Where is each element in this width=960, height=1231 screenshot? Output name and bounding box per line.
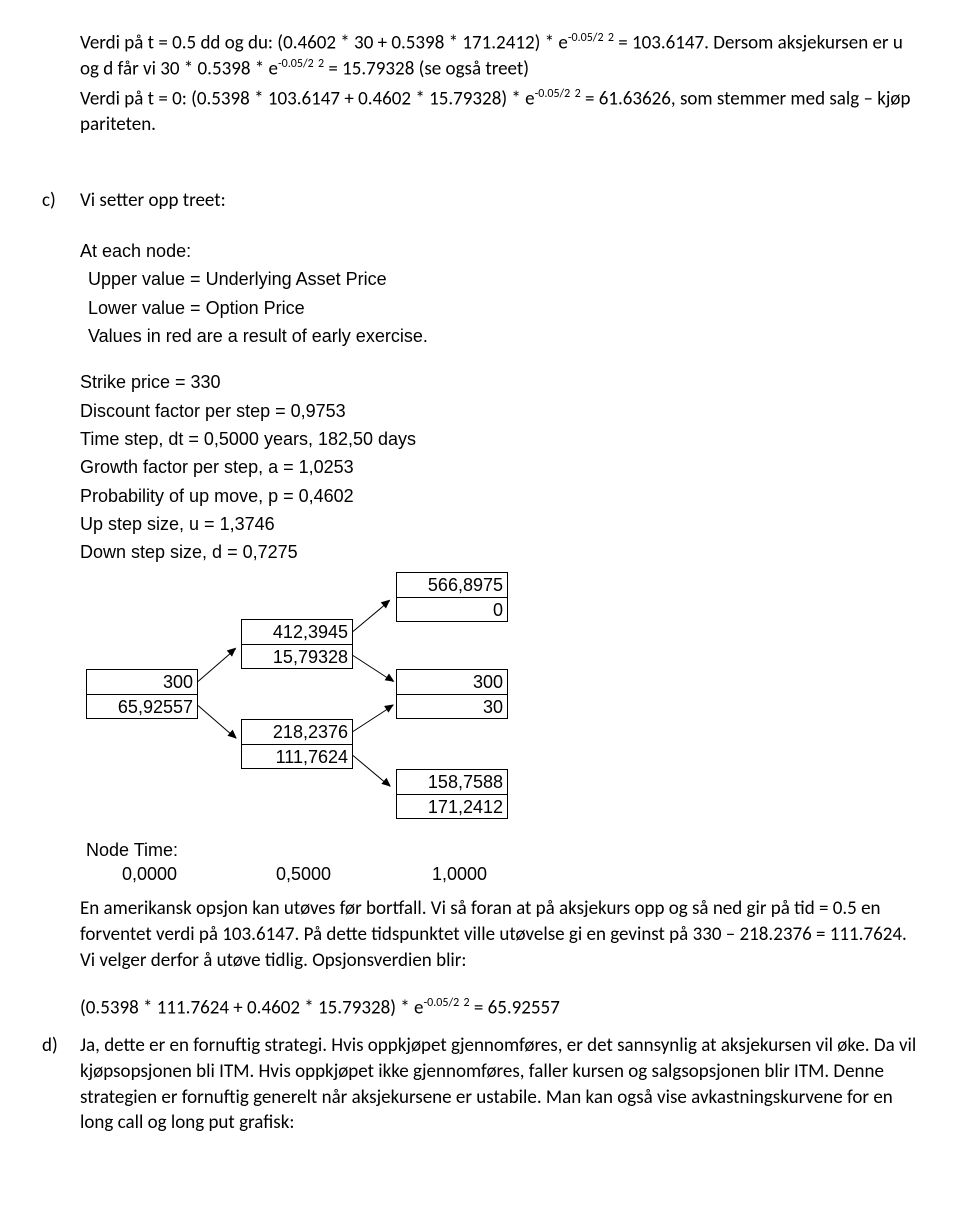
tree-edge	[353, 756, 390, 788]
tree-node-2: 218,2376 111,7624	[241, 719, 353, 769]
post-pB: (0.5398 * 111.7624 + 0.4602 * 15.79328) …	[80, 995, 918, 1021]
tree-node-0: 300 65,92557	[86, 669, 198, 719]
tree-node-0-upper: 300	[87, 670, 197, 694]
intro-p1: Verdi på t = 0.5 dd og du: (0.4602 * 30 …	[80, 30, 918, 82]
tree-edge	[353, 601, 390, 633]
c-param7: Down step size, d = 0,7275	[80, 540, 918, 564]
tree-time-label: Node Time:	[86, 838, 178, 862]
tree-node-4-lower: 30	[397, 694, 507, 718]
marker-d: d)	[42, 1033, 80, 1059]
tree-node-5: 158,7588 171,2412	[396, 769, 508, 819]
item-d: d) Ja, dette er en fornuftig strategi. H…	[42, 1033, 918, 1140]
tree-edge	[198, 649, 236, 683]
binomial-tree: 300 65,92557 412,3945 15,79328 218,2376 …	[86, 572, 918, 896]
tree-time-2: 1,0000	[432, 862, 487, 886]
tree-node-2-upper: 218,2376	[242, 720, 352, 744]
text: Verdi på t = 0.5 dd og du: (0.4602 * 30 …	[80, 31, 568, 54]
c-note1: At each node:	[80, 239, 918, 263]
sup: -0.05/2	[568, 31, 604, 45]
tree-node-3-lower: 0	[397, 597, 507, 621]
intro-p2: Verdi på t = 0: (0.5398 * 103.6147 + 0.4…	[80, 86, 918, 138]
text: Verdi på t = 0: (0.5398 * 103.6147 + 0.4…	[80, 87, 535, 110]
item-c: c) Vi setter opp treet: At each node: Up…	[42, 188, 918, 1026]
c-param1: Strike price = 330	[80, 370, 918, 394]
post-pA: En amerikansk opsjon kan utøves før bort…	[80, 896, 918, 973]
marker-c: c)	[42, 188, 80, 214]
tree-node-0-lower: 65,92557	[87, 694, 197, 718]
c-param2: Discount factor per step = 0,9753	[80, 399, 918, 423]
c-param3: Time step, dt = 0,5000 years, 182,50 day…	[80, 427, 918, 451]
tree-node-3-upper: 566,8975	[397, 573, 507, 597]
tree-node-1-lower: 15,79328	[242, 644, 352, 668]
tree-edge	[353, 705, 394, 732]
tree-edge	[353, 656, 394, 683]
d-text: Ja, dette er en fornuftig strategi. Hvis…	[80, 1033, 918, 1136]
tree-node-5-upper: 158,7588	[397, 770, 507, 794]
tree-node-1: 412,3945 15,79328	[241, 619, 353, 669]
text: (0.5398 * 111.7624 + 0.4602 * 15.79328) …	[80, 997, 424, 1020]
c-note2: Upper value = Underlying Asset Price	[80, 267, 918, 291]
c-note4: Values in red are a result of early exer…	[80, 324, 918, 348]
tree-time-1: 0,5000	[276, 862, 331, 886]
text: = 65.92557	[470, 997, 560, 1020]
tree-node-4-upper: 300	[397, 670, 507, 694]
tree-node-4: 300 30	[396, 669, 508, 719]
c-param5: Probability of up move, p = 0,4602	[80, 484, 918, 508]
tree-node-3: 566,8975 0	[396, 572, 508, 622]
c-param4: Growth factor per step, a = 1,0253	[80, 455, 918, 479]
c-title: Vi setter opp treet:	[80, 188, 918, 214]
c-note3: Lower value = Option Price	[80, 296, 918, 320]
tree-node-5-lower: 171,2412	[397, 794, 507, 818]
tree-time-0: 0,0000	[122, 862, 177, 886]
text: = 15.79328 (se også treet)	[324, 57, 529, 80]
tree-node-2-lower: 111,7624	[242, 744, 352, 768]
c-param6: Up step size, u = 1,3746	[80, 512, 918, 536]
tree-node-1-upper: 412,3945	[242, 620, 352, 644]
tree-edge	[198, 706, 236, 740]
